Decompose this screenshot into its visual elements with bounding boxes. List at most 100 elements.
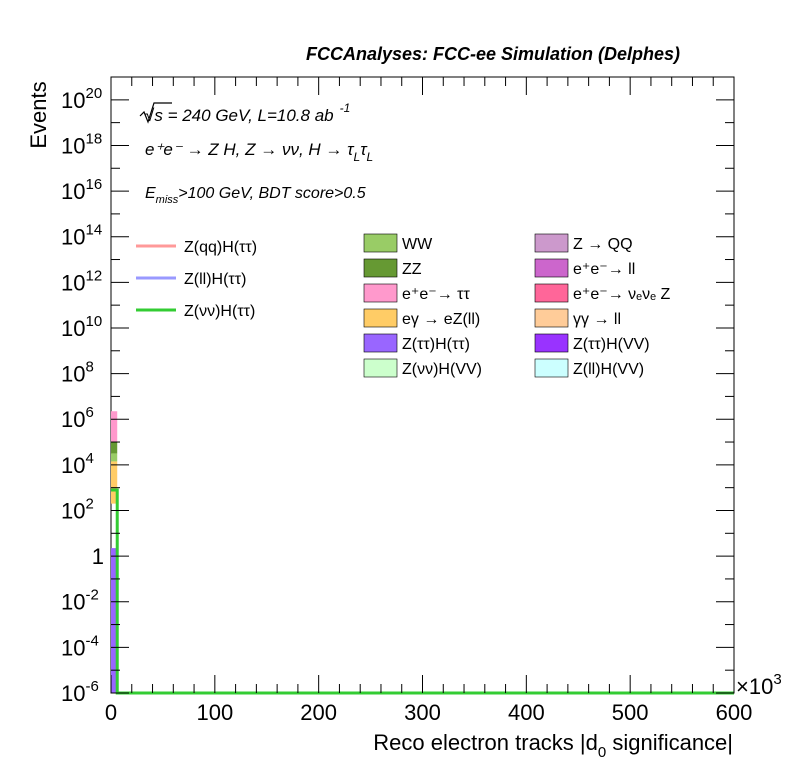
y-tick-label-12: 10-4	[61, 632, 99, 660]
y-tick-exp-7: 6	[85, 404, 93, 421]
cut-line: Emiss>100 GeV, BDT score>0.5	[145, 185, 366, 206]
x-axis-multiplier: ×103	[736, 671, 782, 699]
y-tick-base-11: 10	[61, 590, 85, 615]
lumi-exponent: -1	[340, 101, 351, 115]
stack-segment-0	[111, 411, 118, 443]
y-tick-base-8: 10	[61, 453, 85, 478]
legend-bkg-label-0: WW	[402, 236, 433, 253]
energy-line: √s = 240 GeV, L=10.8 ab -1	[145, 101, 350, 125]
y-tick-exp-0: 20	[85, 85, 102, 102]
y-tick-exp-1: 18	[85, 130, 102, 147]
stack-segment-3	[111, 461, 118, 504]
legend-bkg-swatch-8	[363, 333, 398, 353]
y-axis-ticks: 102010181016101410121010108106104102110-…	[61, 76, 734, 706]
y-tick-label-4: 1012	[61, 267, 102, 295]
legend-bkg-swatch-7	[534, 308, 569, 328]
process-main: e⁺e⁻ → Z H, Z → νν, H → τ	[145, 140, 355, 159]
legend-bkg-swatch-6	[363, 308, 398, 328]
legend-bkg-swatch-1	[534, 233, 569, 253]
y-tick-label-7: 106	[61, 404, 94, 432]
y-tick-label-9: 102	[61, 495, 94, 523]
x-tick-label-3: 300	[404, 700, 441, 725]
y-axis-title: Events	[26, 81, 51, 148]
y-tick-label-1: 1018	[61, 130, 102, 158]
x-tick-label-1: 100	[196, 700, 233, 725]
y-tick-label-13: 10-6	[61, 678, 99, 706]
legend-backgrounds: WW Z → QQ ZZ e⁺e⁻→ ll e⁺e⁻→ ττ e⁺e⁻→ νₑνₑ Z eγ…	[363, 233, 670, 378]
x-axis-title-main: Reco electron tracks |d	[373, 730, 598, 755]
y-tick-exp-8: 4	[85, 450, 93, 467]
stack-layer	[111, 411, 118, 693]
legend-signal-label-1: Z(ll)H(ττ)	[184, 271, 246, 288]
y-tick-label-5: 1010	[61, 313, 102, 341]
stack-segment-2	[111, 453, 118, 462]
legend-signals: Z(qq)H(ττ) Z(ll)H(ττ) Z(νν)H(ττ)	[136, 239, 257, 320]
legend-bkg-swatch-9	[534, 333, 569, 353]
tau-2: τ	[360, 140, 368, 159]
signal-line	[111, 488, 734, 695]
legend-bkg-label-3: e⁺e⁻→ ll	[573, 261, 635, 278]
legend-bkg-label-5: e⁺e⁻→ νₑνₑ Z	[573, 286, 670, 303]
legend-bkg-label-7: γγ → ll	[573, 311, 621, 328]
y-tick-base-0: 10	[61, 88, 85, 113]
x-axis-title-sub: 0	[598, 744, 606, 761]
legend-bkg-label-9: Z(ττ)H(VV)	[573, 336, 650, 353]
y-tick-exp-2: 16	[85, 176, 102, 193]
y-tick-base-4: 10	[61, 270, 85, 295]
y-tick-base-7: 10	[61, 407, 85, 432]
x-axis-multiplier-base: ×10	[736, 674, 773, 699]
y-tick-exp-6: 8	[85, 359, 93, 376]
y-tick-exp-3: 14	[85, 222, 102, 239]
cut-e: E	[145, 185, 156, 202]
y-tick-label-0: 1020	[61, 85, 102, 113]
y-tick-base-12: 10	[61, 635, 85, 660]
energy-lumi: = 240 GeV, L=10.8 ab	[168, 106, 334, 125]
x-axis-multiplier-exp: 3	[773, 671, 781, 688]
tau-sub-2: L	[367, 150, 374, 164]
y-tick-label-11: 10-2	[61, 587, 99, 615]
y-tick-base-5: 10	[61, 316, 85, 341]
y-tick-base-9: 10	[61, 498, 85, 523]
x-tick-label-2: 200	[300, 700, 337, 725]
legend-bkg-swatch-5	[534, 283, 569, 303]
stack-segment-4	[111, 548, 118, 693]
y-tick-exp-13: -6	[85, 678, 98, 695]
y-tick-base-2: 10	[61, 179, 85, 204]
y-tick-label-10: 1	[92, 544, 104, 569]
cut-sub: miss	[156, 194, 179, 206]
legend-bkg-swatch-2	[363, 258, 398, 278]
sqrt-s-symbol: √s	[145, 106, 163, 125]
legend-bkg-swatch-10	[363, 358, 398, 378]
x-axis-title: Reco electron tracks |d0 significance|	[373, 730, 733, 761]
legend-bkg-label-6: eγ → eZ(ll)	[402, 311, 480, 328]
legend-bkg-label-11: Z(ll)H(VV)	[573, 361, 644, 378]
legend-bkg-label-4: e⁺e⁻→ ττ	[402, 286, 470, 303]
legend-bkg-label-8: Z(ττ)H(ττ)	[402, 336, 470, 353]
y-tick-exp-4: 12	[85, 267, 102, 284]
y-tick-exp-11: -2	[85, 587, 98, 604]
x-tick-label-6: 600	[716, 700, 753, 725]
y-tick-label-3: 1014	[61, 222, 102, 250]
y-tick-exp-5: 10	[85, 313, 102, 330]
legend-signal-label-2: Z(νν)H(ττ)	[184, 303, 255, 320]
y-tick-label-2: 1016	[61, 176, 102, 204]
legend-bkg-swatch-4	[363, 283, 398, 303]
stack-segment-1	[111, 442, 118, 454]
legend-signal-label-0: Z(qq)H(ττ)	[184, 239, 257, 256]
y-tick-exp-9: 2	[85, 495, 93, 512]
x-tick-label-0: 0	[105, 700, 117, 725]
x-tick-label-5: 500	[612, 700, 649, 725]
legend-bkg-label-2: ZZ	[402, 261, 422, 278]
y-tick-base-6: 10	[61, 362, 85, 387]
cut-rest: >100 GeV, BDT score>0.5	[178, 185, 365, 202]
y-tick-label-6: 108	[61, 359, 94, 387]
legend-bkg-swatch-0	[363, 233, 398, 253]
plot-frame	[110, 76, 735, 694]
legend-bkg-swatch-3	[534, 258, 569, 278]
x-axis-title-end: significance|	[606, 730, 733, 755]
chart-title: FCCAnalyses: FCC-ee Simulation (Delphes)	[306, 44, 680, 64]
sqrt-icon	[139, 102, 172, 124]
tau-sub-1: L	[354, 150, 361, 164]
x-axis-ticks: 0 100 200 300 400 500 600	[105, 77, 752, 725]
process-line: e⁺e⁻ → Z H, Z → νν, H → τLτL	[145, 140, 373, 164]
